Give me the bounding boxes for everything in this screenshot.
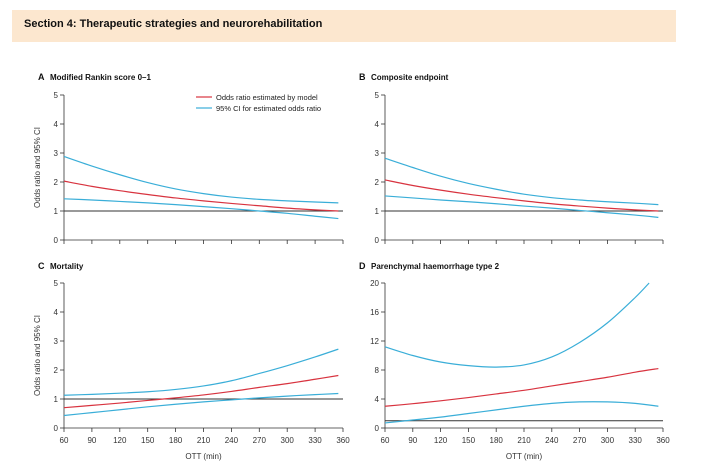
panel-d-letter: D — [359, 261, 366, 271]
panel-a-title: Modified Rankin score 0–1 — [50, 73, 151, 82]
panel-d-xtick-label: 60 — [381, 436, 390, 445]
panel-c-xtick-label: 90 — [87, 436, 96, 445]
panel-d-ytick-label: 8 — [375, 366, 380, 375]
panel-c-ylabel: Odds ratio and 95% CI — [33, 315, 42, 396]
panel-b-series-ci-2 — [384, 195, 659, 218]
panel-d-xtick-label: 210 — [517, 436, 531, 445]
panel-b-ytick-label: 2 — [375, 178, 380, 187]
panel-c-ytick-label: 5 — [54, 279, 59, 288]
panel-c-xtick-label: 300 — [281, 436, 295, 445]
panel-c-xtick-label: 180 — [169, 436, 183, 445]
panel-d-ytick-label: 20 — [370, 279, 379, 288]
panel-c-letter: C — [38, 261, 45, 271]
panel-b-title: Composite endpoint — [371, 73, 449, 82]
panel-d-xtick-label: 270 — [573, 436, 587, 445]
panel-b-ytick-label: 5 — [375, 91, 380, 100]
panel-d-ytick-label: 16 — [370, 308, 379, 317]
panel-c-xtick-label: 270 — [253, 436, 267, 445]
panel-c-xtick-label: 60 — [60, 436, 69, 445]
panel-b-ytick-label: 4 — [375, 120, 380, 129]
panel-c-ytick-label: 2 — [54, 366, 59, 375]
panel-b-ytick-label: 0 — [375, 236, 380, 245]
panel-d-xtick-label: 90 — [408, 436, 417, 445]
panel-d-xtick-label: 300 — [601, 436, 615, 445]
panel-a-ytick-label: 2 — [54, 178, 59, 187]
panel-c-xtick-label: 240 — [225, 436, 239, 445]
panel-d-xtick-label: 150 — [462, 436, 476, 445]
panel-a-ytick-label: 4 — [54, 120, 59, 129]
panel-c-xtick-label: 360 — [336, 436, 350, 445]
panel-c-xtick-label: 150 — [141, 436, 155, 445]
panel-a-ytick-label: 3 — [54, 149, 59, 158]
panel-d-xlabel: OTT (min) — [506, 452, 543, 461]
panel-a-series-estimate — [63, 180, 339, 212]
panel-b-series-estimate — [384, 179, 659, 212]
panel-d-title: Parenchymal haemorrhage type 2 — [371, 262, 500, 271]
panel-a-series-ci-2 — [63, 198, 339, 220]
panel-b-ytick-label: 1 — [375, 207, 380, 216]
panel-c-xtick-label: 120 — [113, 436, 127, 445]
panel-c-ytick-label: 0 — [54, 424, 59, 433]
panel-c-xtick-label: 210 — [197, 436, 211, 445]
panel-c-xtick-label: 330 — [308, 436, 322, 445]
panel-d-xtick-label: 120 — [434, 436, 448, 445]
panel-b-letter: B — [359, 72, 366, 82]
panel-d-xtick-label: 180 — [490, 436, 504, 445]
panel-d-series-ci-1 — [384, 282, 650, 368]
panel-a-ytick-label: 5 — [54, 91, 59, 100]
panel-c-series-ci-1 — [63, 348, 339, 396]
panel-a-ylabel: Odds ratio and 95% CI — [33, 127, 42, 208]
panel-b-series-ci-1 — [384, 157, 659, 206]
panel-c-ytick-label: 1 — [54, 395, 59, 404]
panel-c-ytick-label: 3 — [54, 337, 59, 346]
panel-c-title: Mortality — [50, 262, 84, 271]
panel-a-series-ci-1 — [63, 155, 339, 204]
panel-d-ytick-label: 12 — [370, 337, 379, 346]
panel-d-ytick-label: 0 — [375, 424, 380, 433]
section-title: Section 4: Therapeutic strategies and ne… — [24, 18, 323, 30]
panel-c-series-ci-2 — [63, 392, 339, 417]
legend-label-1: 95% CI for estimated odds ratio — [216, 104, 321, 113]
legend-label-0: Odds ratio estimated by model — [216, 93, 318, 102]
panel-d-series-estimate — [384, 367, 659, 407]
panel-b-ytick-label: 3 — [375, 149, 380, 158]
panel-a-letter: A — [38, 72, 45, 82]
section-banner: Section 4: Therapeutic strategies and ne… — [12, 10, 676, 42]
panel-c-xlabel: OTT (min) — [185, 452, 222, 461]
panel-d-xtick-label: 360 — [656, 436, 670, 445]
panel-d-series-ci-2 — [384, 401, 659, 424]
panel-a-ytick-label: 1 — [54, 207, 59, 216]
panel-d-ytick-label: 4 — [375, 395, 380, 404]
panel-c-series-estimate — [63, 374, 339, 409]
panel-c-ytick-label: 4 — [54, 308, 59, 317]
panel-d-xtick-label: 330 — [629, 436, 643, 445]
panel-a-ytick-label: 0 — [54, 236, 59, 245]
panel-d-xtick-label: 240 — [545, 436, 559, 445]
